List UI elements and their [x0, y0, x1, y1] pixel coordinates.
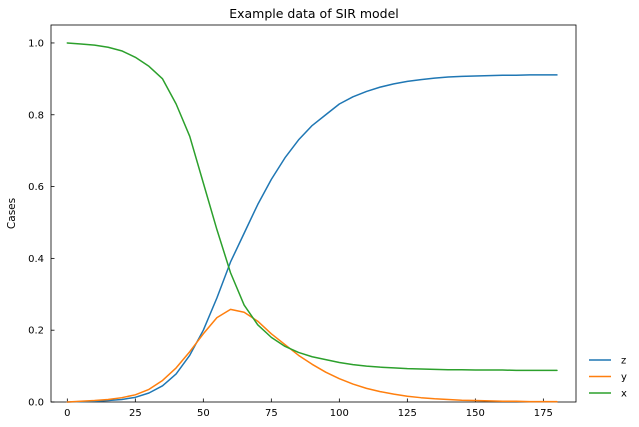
y-tick-label: 0.4: [28, 254, 44, 265]
x-tick-label: 25: [129, 408, 142, 419]
x-tick-label: 100: [330, 408, 349, 419]
x-tick-label: 150: [466, 408, 485, 419]
legend: zyx: [589, 356, 627, 400]
series-lines: [66, 42, 558, 403]
plot-frame: [50, 24, 577, 403]
series-line-x: [66, 42, 558, 372]
y-tick-label: 0.8: [28, 110, 44, 121]
y-axis-ticks: 0.0 0.2 0.4 0.6 0.8 1.0: [28, 38, 55, 409]
x-tick-label: 75: [265, 408, 278, 419]
chart-title: Example data of SIR model: [229, 6, 399, 21]
series-line-z: [66, 74, 558, 403]
y-tick-label: 0.0: [28, 398, 44, 409]
legend-label-z: z: [621, 356, 626, 367]
y-axis-label: Cases: [6, 198, 18, 229]
x-tick-label: 125: [398, 408, 417, 419]
x-axis-ticks: 0 25 50 75 100 125 150 175: [64, 398, 553, 419]
x-tick-label: 0: [64, 408, 70, 419]
y-tick-label: 1.0: [28, 38, 44, 49]
y-tick-label: 0.6: [28, 182, 44, 193]
x-tick-label: 50: [197, 408, 210, 419]
series-line-y: [66, 308, 558, 403]
y-tick-label: 0.2: [28, 326, 44, 337]
legend-label-x: x: [621, 389, 627, 400]
x-tick-label: 175: [534, 408, 553, 419]
legend-label-y: y: [621, 372, 627, 383]
